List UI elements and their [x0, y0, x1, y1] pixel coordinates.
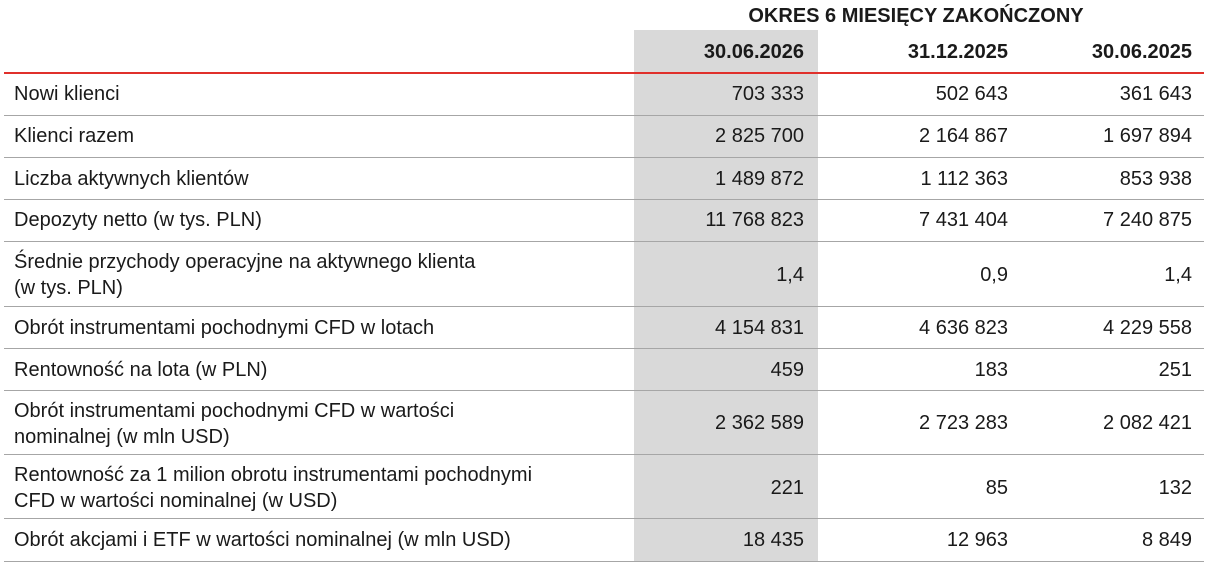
header-divider	[4, 72, 1204, 74]
column-header-3: 30.06.2025	[1091, 41, 1192, 63]
table-row: Nowi klienci 703 333 502 643 361 643	[4, 74, 1204, 116]
row-label: Obrót akcjami i ETF w wartości nominalne…	[14, 529, 511, 551]
row-label-line2: nominalnej (w mln USD)	[14, 426, 230, 448]
row-value-col3: 361 643	[1119, 83, 1192, 105]
row-value-col2: 12 963	[946, 529, 1008, 551]
row-label-line1: Rentowność za 1 milion obrotu instrument…	[14, 464, 533, 486]
table-row: Obrót instrumentami pochodnymi CFD w war…	[4, 391, 1204, 455]
row-value-col2: 0,9	[980, 264, 1008, 286]
table-row: Średnie przychody operacyjne na aktywneg…	[4, 242, 1204, 307]
row-value-col3: 4 229 558	[1103, 317, 1192, 339]
row-value-col1: 18 435	[742, 529, 804, 551]
column-header-2: 31.12.2025	[907, 41, 1008, 63]
row-value-col3: 251	[1158, 359, 1192, 381]
row-label-line1: Średnie przychody operacyjne na aktywneg…	[14, 251, 476, 273]
table-row: Rentowność na lota (w PLN) 459 183 251	[4, 349, 1204, 391]
row-value-col3: 2 082 421	[1103, 412, 1192, 434]
row-label: Klienci razem	[14, 125, 135, 147]
table-row: Obrót instrumentami pochodnymi CFD w lot…	[4, 307, 1204, 349]
row-label-line2: (w tys. PLN)	[14, 277, 123, 299]
row-label: Obrót instrumentami pochodnymi CFD w lot…	[14, 317, 435, 339]
row-value-col2: 7 431 404	[919, 209, 1008, 231]
row-value-col1: 459	[770, 359, 804, 381]
row-label-line2: CFD w wartości nominalnej (w USD)	[14, 490, 338, 512]
row-label: Nowi klienci	[14, 83, 120, 105]
table-row: Liczba aktywnych klientów 1 489 872 1 11…	[4, 158, 1204, 200]
row-value-col2: 2 164 867	[919, 125, 1008, 147]
table-bottom-border	[4, 561, 1204, 562]
row-value-col1: 4 154 831	[715, 317, 804, 339]
row-value-col1: 2 362 589	[715, 412, 804, 434]
row-value-col1: 1 489 872	[715, 168, 804, 190]
table-row: Obrót akcjami i ETF w wartości nominalne…	[4, 519, 1204, 561]
row-value-col1: 2 825 700	[715, 125, 804, 147]
row-value-col3: 853 938	[1119, 168, 1192, 190]
row-value-col3: 7 240 875	[1103, 209, 1192, 231]
row-label: Liczba aktywnych klientów	[14, 168, 249, 190]
row-value-col2: 183	[974, 359, 1008, 381]
table-row: Depozyty netto (w tys. PLN) 11 768 823 7…	[4, 200, 1204, 242]
row-value-col2: 85	[985, 477, 1008, 499]
table-row: Rentowność za 1 milion obrotu instrument…	[4, 455, 1204, 519]
row-value-col1: 1,4	[776, 264, 804, 286]
highlighted-column-background	[634, 30, 818, 562]
row-value-col3: 1,4	[1164, 264, 1192, 286]
row-value-col2: 4 636 823	[919, 317, 1008, 339]
table-row: Klienci razem 2 825 700 2 164 867 1 697 …	[4, 116, 1204, 158]
row-value-col1: 703 333	[731, 83, 804, 105]
row-label-line1: Obrót instrumentami pochodnymi CFD w war…	[14, 400, 455, 422]
row-value-col2: 1 112 363	[920, 168, 1009, 190]
row-label: Rentowność na lota (w PLN)	[14, 359, 268, 381]
row-value-col1: 221	[770, 477, 804, 499]
period-title: OKRES 6 MIESIĘCY ZAKOŃCZONY	[748, 5, 1084, 27]
column-header-1: 30.06.2026	[703, 41, 804, 63]
row-label: Depozyty netto (w tys. PLN)	[14, 209, 262, 231]
row-value-col2: 502 643	[935, 83, 1008, 105]
row-value-col3: 132	[1158, 477, 1192, 499]
row-value-col1: 11 768 823	[705, 209, 804, 231]
row-value-col2: 2 723 283	[919, 412, 1008, 434]
row-value-col3: 8 849	[1141, 529, 1192, 551]
row-value-col3: 1 697 894	[1103, 125, 1192, 147]
